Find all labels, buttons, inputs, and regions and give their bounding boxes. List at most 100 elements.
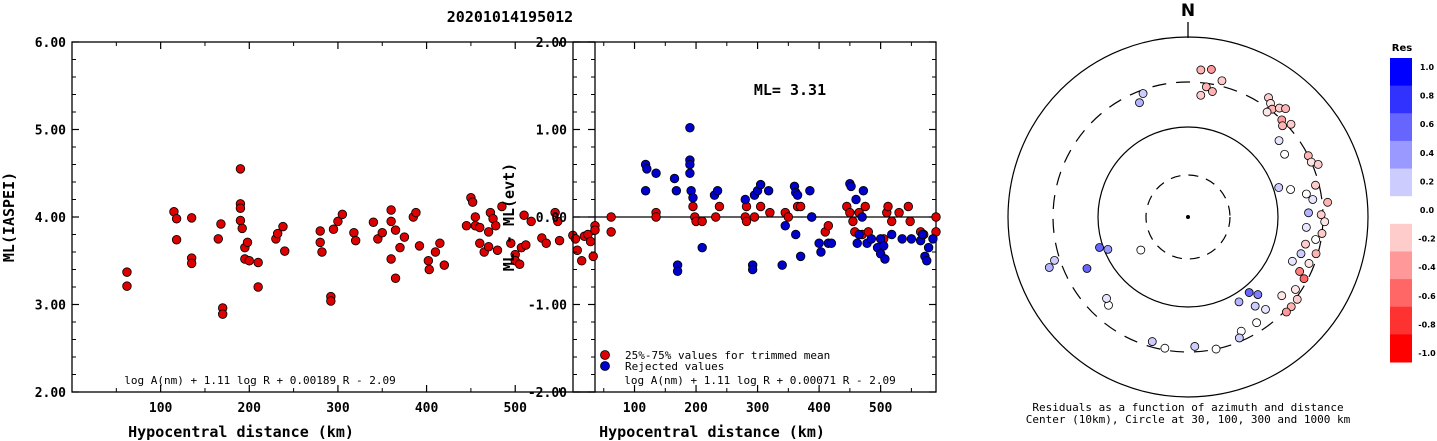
y-tick-label: 0.00 <box>536 211 567 226</box>
rejected-point <box>906 234 917 244</box>
rejected-point <box>697 242 707 253</box>
data-point <box>278 221 288 232</box>
residual-chart: ML - ML(evt) Hypocentral distance (km) M… <box>500 36 941 441</box>
data-point <box>497 201 507 212</box>
legend-label-trimmed: 25%-75% values for trimmed mean <box>625 349 830 362</box>
data-point <box>585 236 596 247</box>
data-point <box>395 242 405 253</box>
caption-line2: Center (10km), Circle at 30, 100, 300 an… <box>1026 413 1351 426</box>
residual-point <box>1082 264 1092 273</box>
residual-point <box>1206 65 1216 74</box>
data-point <box>506 238 516 248</box>
rejected-point <box>642 164 652 174</box>
data-point <box>186 213 197 223</box>
x-tick-label: 300 <box>746 401 770 416</box>
x-tick-label: 100 <box>623 401 647 416</box>
trimmed-point <box>606 227 616 237</box>
rejected-point <box>897 234 907 244</box>
rejected-point <box>651 168 661 178</box>
rejected-point <box>805 186 815 196</box>
rejected-point <box>755 179 766 190</box>
x-tick-label: 500 <box>503 401 527 416</box>
trimmed-point <box>823 221 834 231</box>
residual-point <box>1201 82 1211 92</box>
trimmed-point <box>848 216 858 227</box>
trimmed-point <box>845 207 855 218</box>
data-point <box>171 235 182 245</box>
caption-line1: Residuals as a function of azimuth and d… <box>1032 401 1343 414</box>
x-tick-label: 100 <box>149 401 173 416</box>
x-tick-label: 500 <box>869 401 893 416</box>
residual-point <box>1282 307 1291 317</box>
rejected-point <box>826 238 837 248</box>
dashed-circle-30km <box>1145 174 1231 260</box>
rejected-point <box>851 194 861 205</box>
rejected-point <box>879 241 889 251</box>
data-point <box>315 226 325 236</box>
residual-point <box>1291 285 1300 294</box>
residual-point <box>1299 274 1309 284</box>
data-point <box>244 256 254 266</box>
residual-point <box>1311 180 1320 190</box>
legend-label-rejected: Rejected values <box>625 360 724 373</box>
data-point <box>430 247 441 257</box>
residual-point <box>1304 259 1314 268</box>
data-point <box>572 245 582 255</box>
data-point <box>577 256 587 266</box>
y-tick-label: 2.00 <box>536 36 567 51</box>
residual-point <box>1295 267 1305 276</box>
rejected-point <box>923 242 934 253</box>
rejected-point <box>685 123 695 133</box>
rejected-point <box>795 251 806 262</box>
rejected-point <box>640 186 651 196</box>
rejected-point <box>763 186 774 196</box>
x-tick-label: 400 <box>807 401 831 416</box>
formula-text: log A(nm) + 1.11 log R + 0.00071 R - 2.0… <box>624 374 896 387</box>
y-tick-label: 4.00 <box>35 211 66 226</box>
x-tick-label: 200 <box>684 401 708 416</box>
y-tick-label: 6.00 <box>35 36 66 51</box>
residual-point <box>1301 222 1311 232</box>
residual-point <box>1190 342 1200 351</box>
rejected-point <box>792 190 803 200</box>
data-point <box>590 225 600 235</box>
rejected-point <box>928 234 938 244</box>
y-axis-label: ML(IASPEI) <box>0 172 18 262</box>
x-axis-label: Hypocentral distance (km) <box>599 423 825 441</box>
residual-point <box>1207 87 1217 96</box>
data-point <box>122 267 132 277</box>
trimmed-point <box>651 212 661 222</box>
rejected-point <box>807 212 817 222</box>
data-point <box>399 232 410 242</box>
data-point <box>483 227 494 237</box>
colorbar-segment <box>1390 113 1412 142</box>
center-dot <box>1186 215 1190 219</box>
residual-point <box>1135 98 1144 108</box>
colorbar-tick-label: -0.8 <box>1418 320 1436 329</box>
rejected-point <box>858 186 869 196</box>
colorbar-segment <box>1390 196 1412 225</box>
trimmed-point <box>749 212 760 222</box>
residual-point <box>1234 333 1244 343</box>
data-point <box>350 235 361 246</box>
data-point <box>326 296 336 306</box>
residual-point <box>1234 297 1244 307</box>
data-point <box>171 214 182 224</box>
x-axis-label: Hypocentral distance (km) <box>128 423 354 441</box>
data-point <box>337 209 348 220</box>
residual-point <box>1196 65 1206 75</box>
data-point <box>483 242 494 252</box>
residual-point <box>1147 337 1157 346</box>
rejected-point <box>852 238 862 248</box>
x-tick-label: 300 <box>326 401 350 416</box>
residual-point <box>1196 90 1206 100</box>
colorbar-segment <box>1390 140 1412 170</box>
residual-point <box>1253 290 1263 299</box>
residual-point <box>1095 243 1104 252</box>
colorbar-tick-label: 0.6 <box>1420 120 1435 129</box>
residual-point <box>1274 183 1284 192</box>
residual-point <box>1262 107 1272 117</box>
colorbar-tick-label: -1.0 <box>1418 349 1436 358</box>
legend-marker-rejected <box>600 361 610 371</box>
data-point <box>349 228 359 238</box>
